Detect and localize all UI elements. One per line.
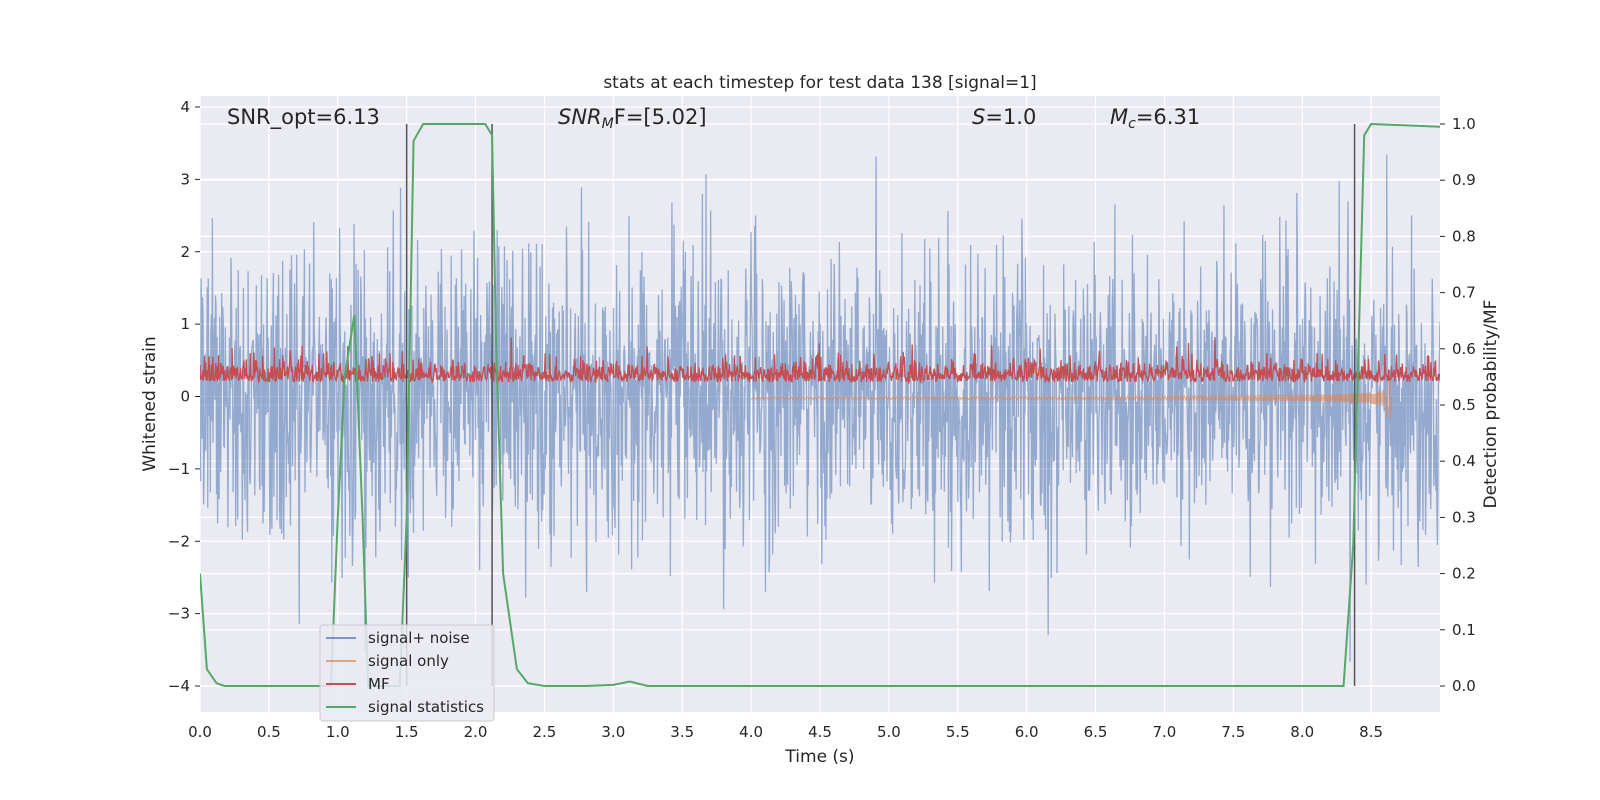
- annotation-snr-mf-rest: F=[5.02]: [614, 105, 707, 129]
- annotation-s-symbol: S: [972, 105, 985, 129]
- annotation-mc-base: M: [1110, 105, 1128, 129]
- x-tick-label: 6.0: [1015, 723, 1039, 741]
- x-tick-label: 0.0: [188, 723, 212, 741]
- signal-statistics-line: [200, 122, 1440, 687]
- y2-axis-title: Detection probability/MF: [1481, 300, 1501, 509]
- x-tick-label: 1.0: [326, 723, 350, 741]
- y-tick-label: 2: [180, 243, 190, 261]
- x-tick-label: 2.5: [533, 723, 557, 741]
- series-signal-only: [750, 374, 1393, 420]
- annotation-mc-value: =6.31: [1136, 105, 1200, 129]
- y2-tick-label: 0.8: [1452, 227, 1476, 245]
- annotation-snr-opt: SNR_opt=6.13: [227, 105, 380, 130]
- series-signal-statistics: [200, 122, 1440, 687]
- x-tick-label: 2.0: [464, 723, 488, 741]
- y-tick-label: −3: [168, 605, 190, 623]
- annotation-mc-sub: c: [1128, 116, 1136, 132]
- x-tick-label: 4.0: [739, 723, 763, 741]
- vertical-lines: [405, 124, 1356, 686]
- y2-tick-label: 0.2: [1452, 565, 1476, 583]
- legend: signal+ noise signal only MF signal stat…: [319, 624, 495, 722]
- x-tick-label: 8.0: [1290, 723, 1314, 741]
- y-tick-label: 1: [180, 315, 190, 333]
- y-tick-label: −2: [168, 532, 190, 550]
- x-tick-label: 5.0: [877, 723, 901, 741]
- x-tick-label: 6.5: [1084, 723, 1108, 741]
- x-tick-label: 7.5: [1221, 723, 1245, 741]
- y2-tick-label: 0.3: [1452, 508, 1476, 526]
- annotation-s: S=1.0: [972, 105, 1036, 129]
- y-tick-label: 3: [180, 170, 190, 188]
- y2-tick-label: 0.5: [1452, 396, 1476, 414]
- annotation-s-value: =1.0: [985, 105, 1036, 129]
- y-tick-label: 0: [180, 388, 190, 406]
- x-ticks: 0.0 0.5 1.0 1.5 2.0 2.5 3.0 3.5 4.0 4.5 5.0 5.5 6.0 6…: [188, 723, 1383, 741]
- legend-box: [319, 624, 495, 722]
- y-tick-label: 4: [180, 98, 190, 116]
- x-axis-title: Time (s): [784, 747, 854, 767]
- x-tick-label: 7.0: [1153, 723, 1177, 741]
- y2-tick-label: 0.9: [1452, 171, 1476, 189]
- y2-tick-label: 0.4: [1452, 452, 1476, 470]
- x-tick-label: 0.5: [257, 723, 281, 741]
- chart-title: stats at each timestep for test data 138…: [603, 73, 1036, 93]
- x-tick-label: 1.5: [395, 723, 419, 741]
- x-tick-label: 3.5: [670, 723, 694, 741]
- x-tick-label: 5.5: [946, 723, 970, 741]
- y2-tick-label: 0.6: [1452, 340, 1476, 358]
- legend-label-mf: MF: [368, 675, 390, 693]
- signal-only-line: [750, 374, 1393, 420]
- annotation-snr-mf-base: SNR: [558, 105, 602, 129]
- legend-label-signal-noise: signal+ noise: [368, 629, 470, 647]
- y2-tick-label: 0.0: [1452, 677, 1476, 695]
- y-axis-title: Whitened strain: [140, 336, 160, 471]
- x-tick-label: 8.5: [1359, 723, 1383, 741]
- annotation-mc: Mc=6.31: [1110, 105, 1200, 132]
- y2-tick-label: 1.0: [1452, 115, 1476, 133]
- y-tick-label: −1: [168, 460, 190, 478]
- x-tick-label: 3.0: [601, 723, 625, 741]
- legend-label-signal-statistics: signal statistics: [368, 698, 484, 716]
- annotation-snr-mf: SNRMF=[5.02]: [558, 105, 707, 132]
- y-ticks: 4 3 2 1 0 −1 −2 −3 −4: [168, 98, 200, 695]
- legend-label-signal-only: signal only: [368, 652, 449, 670]
- y2-tick-label: 0.1: [1452, 621, 1476, 639]
- annotation-snr-mf-sub: M: [602, 116, 614, 132]
- x-tick-label: 4.5: [808, 723, 832, 741]
- y-tick-label: −4: [168, 677, 190, 695]
- y2-tick-label: 0.7: [1452, 284, 1476, 302]
- y2-ticks: 1.0 0.9 0.8 0.7 0.6 0.5 0.4 0.3 0.2 0.1 0.0: [1440, 115, 1476, 695]
